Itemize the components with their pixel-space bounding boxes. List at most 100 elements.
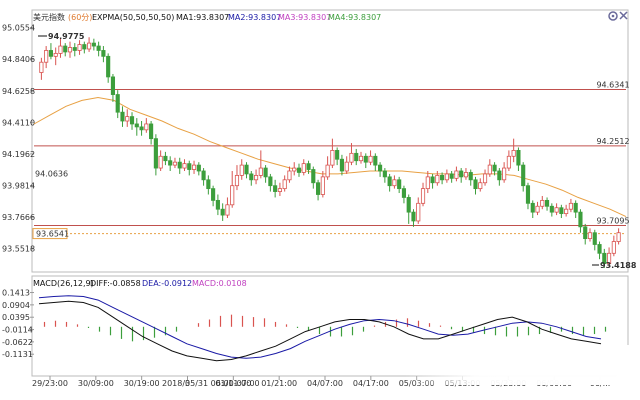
candle-body [249,173,254,181]
ma3-label: MA3:93.8307 [278,13,331,22]
candle-body [616,232,621,242]
candle-body [416,202,421,222]
instrument-title: 美元指数 [33,12,65,22]
candle-body [578,211,583,228]
candle-body [373,155,378,166]
candle-body [468,172,473,181]
candle-body [139,126,144,131]
candle-body [506,155,511,169]
ma1-label: MA1:93.8307 [176,13,229,22]
candle-body [459,170,464,178]
close-icon[interactable] [619,11,628,20]
candle-body [420,188,426,204]
candle-body [225,204,230,216]
candle-body [316,182,321,195]
candle-body [239,164,244,176]
candle-body [482,173,488,184]
macd-axis-label: 0.0904 [2,301,30,310]
candle-body [401,188,407,198]
candle-body [301,163,306,173]
macd-label: MACD(26,12,9) [33,279,94,288]
candle-body [392,179,397,187]
macd-axis-label: 0.0395 [2,313,30,322]
candle-body [277,188,282,192]
level-label: 94.2512 [596,137,629,146]
candle-body [354,152,359,162]
current-price-box [32,228,68,240]
candle-body [540,199,545,207]
candle-body [82,44,87,50]
ema-line [33,96,627,218]
gear-icon[interactable] [608,11,618,21]
low-label: 93.4188 [600,261,637,270]
candle-body [463,172,469,178]
fade-overlay [405,345,640,385]
candle-body [335,150,340,160]
candle-body [568,202,573,210]
candle-body [502,167,507,181]
candle-body [177,161,182,169]
candle-body [592,232,597,245]
candle-body [382,170,387,178]
macd-dea-label: DEA:-0.0912 [142,279,192,288]
candle-body [492,164,497,172]
candle-body [597,244,602,254]
candle-body [234,174,240,187]
candle-body [397,179,402,190]
candle-body [349,152,354,163]
macd-diff-label: DIFF:-0.0858 [90,279,141,288]
candle-body [168,160,173,166]
candle-body [430,176,435,184]
macd-axis-label: -0.0622 [2,338,33,347]
candle-body [325,164,330,178]
candle-body [125,116,130,122]
candle-body [311,169,316,184]
candle-body [611,241,616,254]
x-axis-label: 04/07:00 [307,379,343,388]
candle-body [516,150,521,166]
candle-body [487,164,492,175]
candle-body [440,174,445,181]
x-axis-label: 30/09:00 [78,379,114,388]
ma4-label: MA4:93.8307 [328,13,381,22]
period-label: (60分) [68,13,92,22]
price-axis-label: 93.5518 [2,245,35,254]
candle-body [158,155,163,169]
candle-body [134,123,139,128]
candle-body [91,42,96,47]
candle-body [535,205,540,213]
candle-body [292,167,297,172]
candle-body [110,76,116,95]
candle-body [425,176,430,190]
candle-body [220,208,225,216]
candle-body [478,182,483,190]
candle-body [320,176,325,195]
candle-body [77,44,82,51]
candle-body [583,226,588,240]
candle-body [378,164,383,172]
ema-value-label: 94.0636 [35,169,68,178]
candle-body [282,179,287,190]
candle-body [44,50,49,63]
candle-body [201,170,206,181]
price-axis-label: 95.0554 [2,24,35,33]
candle-body [106,55,111,78]
candle-body [211,188,216,201]
candle-body [449,173,454,179]
candle-body [358,155,364,162]
candle-body [368,155,373,163]
candle-body [387,176,392,187]
candle-body [511,150,516,157]
candle-body [497,170,502,181]
current-price-label: 93.6541 [36,230,69,239]
candle-body [253,174,259,181]
candle-body [559,207,564,215]
level-label: 93.7095 [596,216,629,225]
x-axis-label: 3 [185,379,190,388]
candle-body [363,155,368,163]
candle-body [530,202,535,213]
candle-body [544,199,550,207]
price-axis-label: 94.6258 [2,87,35,96]
candle-body [182,163,187,169]
candle-body [273,185,278,192]
